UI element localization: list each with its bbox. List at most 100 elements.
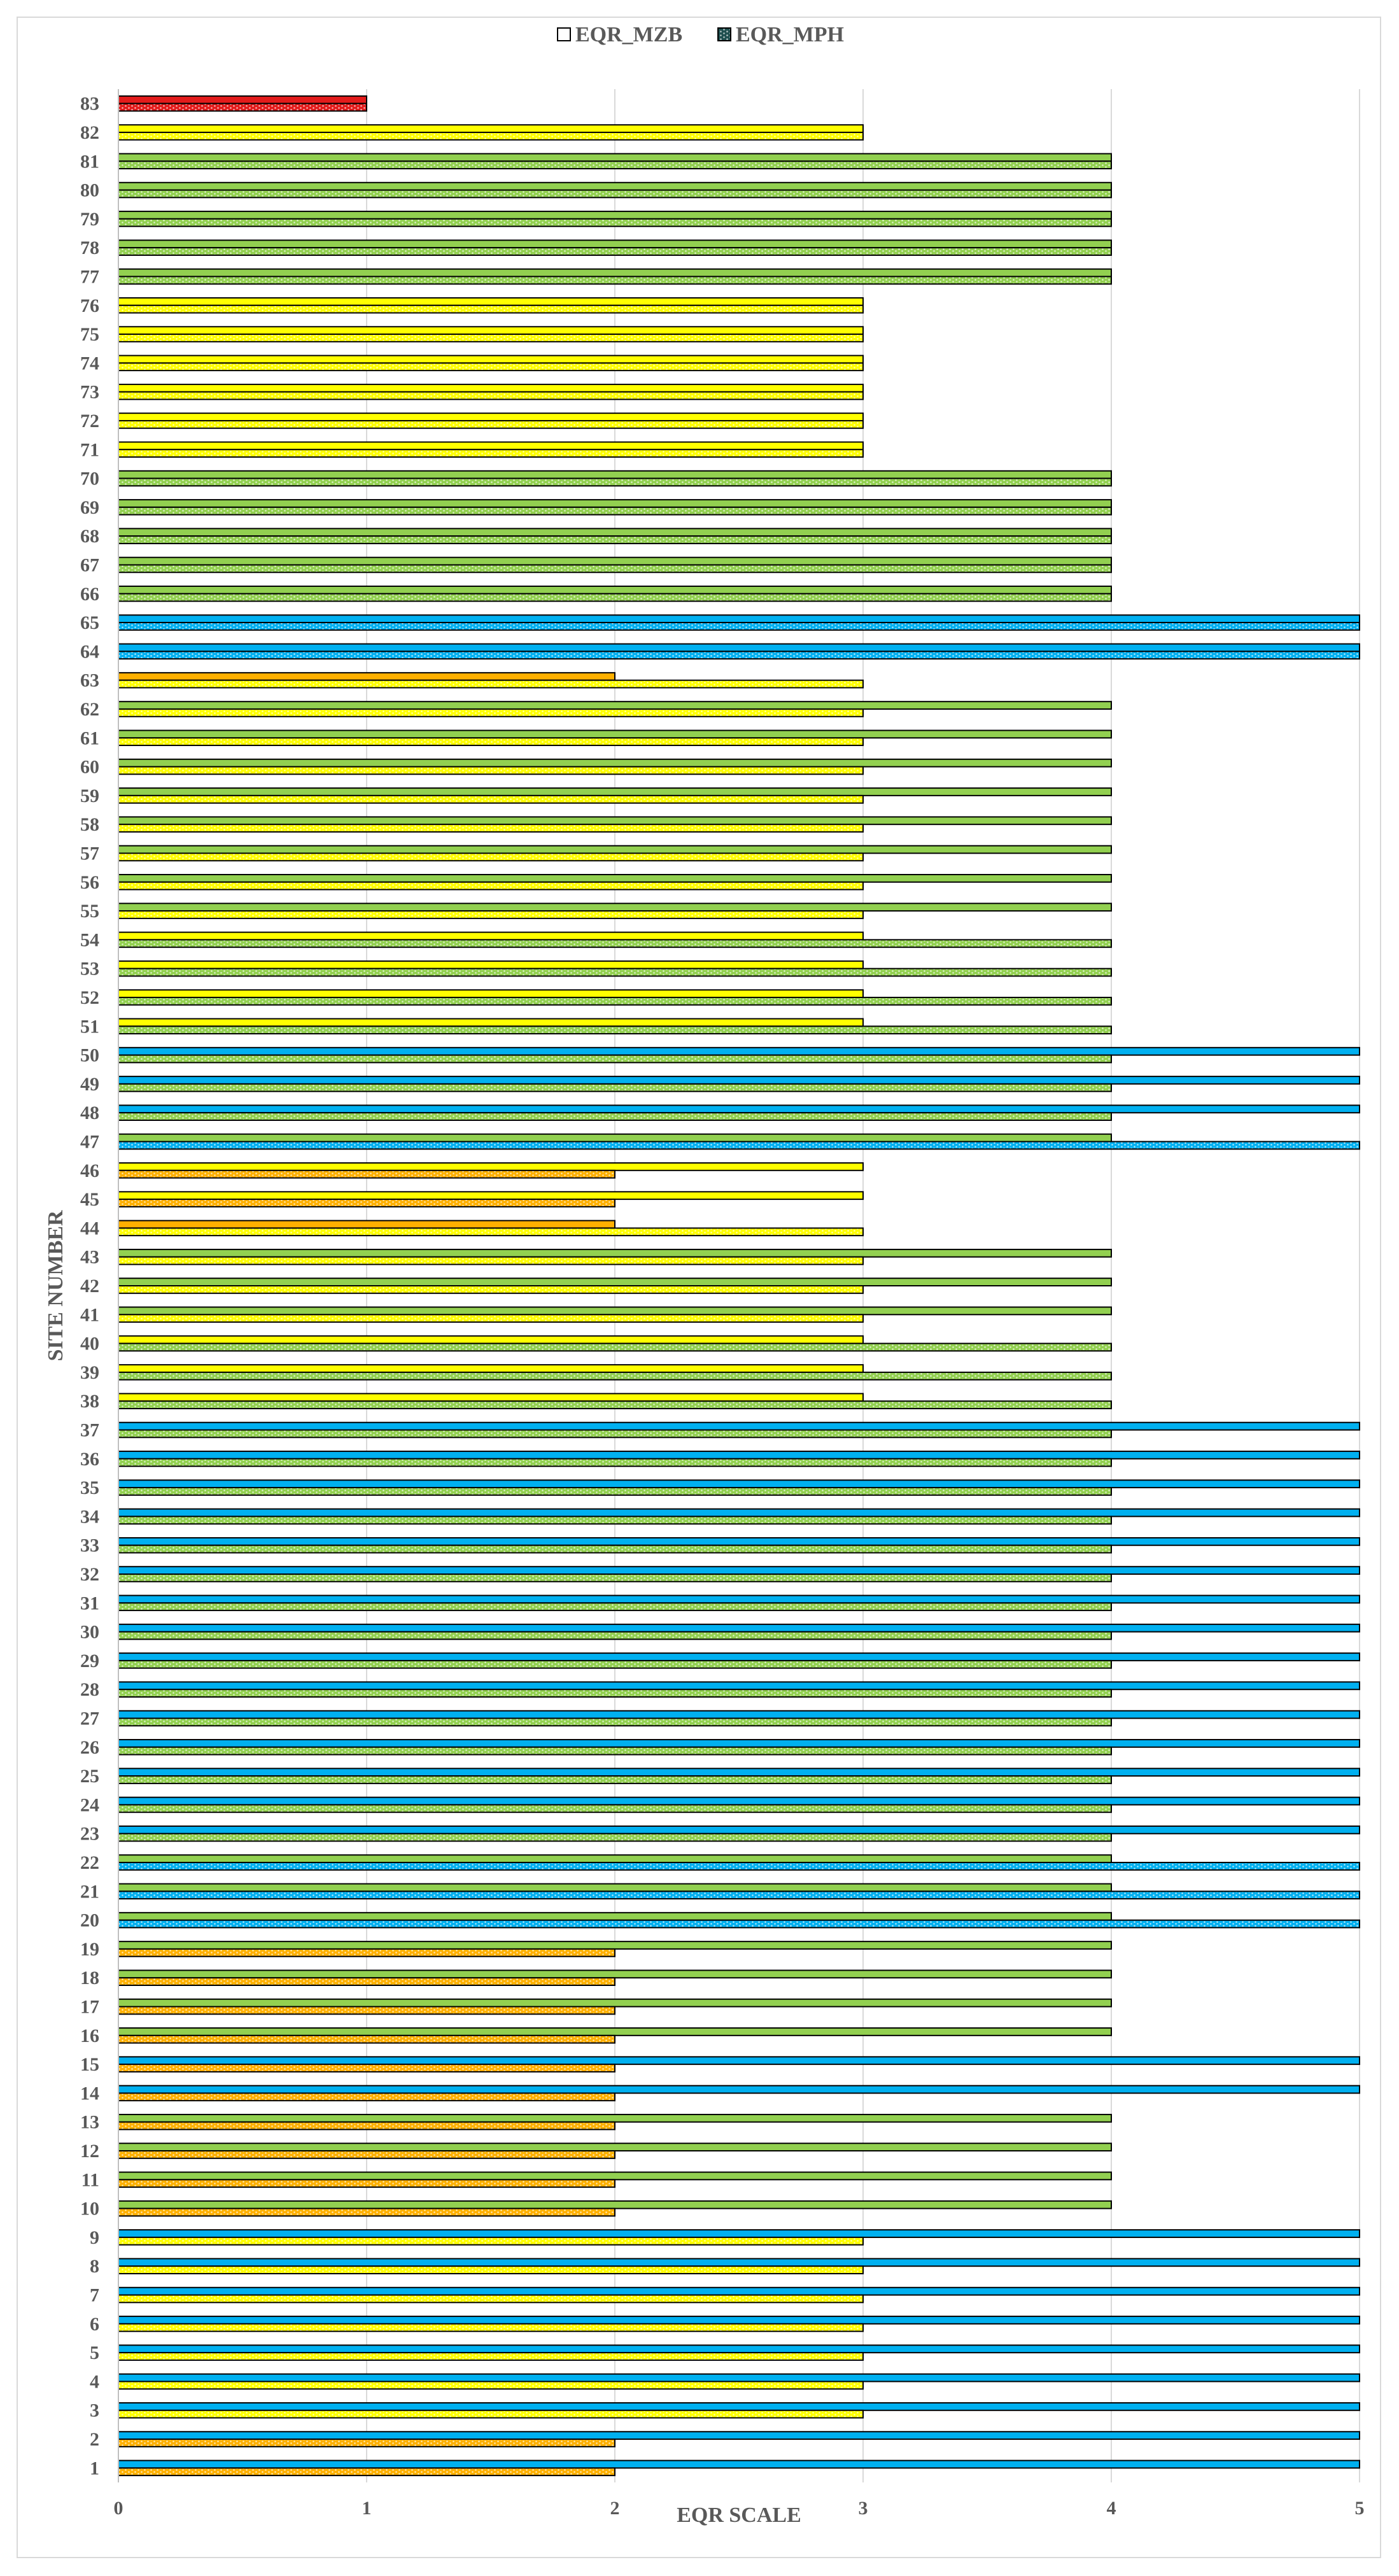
bar-eqr-mph-site-44 <box>118 1228 863 1235</box>
y-tick-label: 80 <box>80 180 99 201</box>
bar-eqr-mzb-site-31 <box>118 1596 1360 1603</box>
bar-eqr-mph-dots <box>118 2064 615 2072</box>
bar-eqr-mzb-site-75 <box>118 327 863 334</box>
bar-eqr-mph-site-30 <box>118 1632 1111 1640</box>
bar-eqr-mph-dots <box>118 1141 1360 1149</box>
legend-label: EQR_MZB <box>575 23 682 46</box>
bar-eqr-mzb-site-69 <box>118 500 1111 507</box>
bar-eqr-mph-site-77 <box>118 276 1111 284</box>
bar-eqr-mzb-site-63 <box>118 673 615 680</box>
bar-eqr-mph-dots <box>118 1516 1111 1524</box>
y-tick-label: 29 <box>80 1650 99 1672</box>
bar-eqr-mph-dots <box>118 2093 615 2101</box>
bar-eqr-mzb-site-19 <box>118 1941 1111 1949</box>
y-tick-label: 65 <box>80 612 99 633</box>
bar-eqr-mph-site-32 <box>118 1574 1111 1582</box>
bar-eqr-mzb-site-48 <box>118 1105 1360 1113</box>
y-tick-label: 62 <box>80 699 99 720</box>
y-tick-label: 10 <box>80 2199 99 2220</box>
bar-eqr-mph-dots <box>118 2209 615 2216</box>
bar-eqr-mph-site-6 <box>118 2324 863 2332</box>
bar-eqr-mzb-site-68 <box>118 528 1111 536</box>
y-tick-label: 74 <box>80 353 99 374</box>
y-tick-label: 27 <box>80 1708 99 1729</box>
bar-eqr-mph-site-33 <box>118 1545 1111 1553</box>
bar-eqr-mph-dots <box>118 1862 1360 1870</box>
bar-eqr-mph-site-69 <box>118 507 1111 515</box>
bar-eqr-mph-site-72 <box>118 421 863 428</box>
bar-eqr-mzb-site-32 <box>118 1566 1360 1574</box>
bar-eqr-mph-dots <box>118 911 863 918</box>
bar-eqr-mzb-site-78 <box>118 240 1111 248</box>
bar-eqr-mzb-site-62 <box>118 701 1111 709</box>
y-tick-label: 60 <box>80 757 99 778</box>
x-axis-title: EQR SCALE <box>677 2503 801 2527</box>
bar-eqr-mph-site-79 <box>118 219 1111 227</box>
bar-eqr-mph-dots <box>118 1286 863 1293</box>
y-tick-label: 58 <box>80 814 99 835</box>
bar-eqr-mph-dots <box>118 738 863 745</box>
bar-eqr-mph-dots <box>118 2266 863 2274</box>
bar-eqr-mph-dots <box>118 2439 615 2447</box>
y-tick-label: 81 <box>80 151 99 172</box>
bar-eqr-mph-dots <box>118 969 1111 976</box>
y-tick-label: 54 <box>80 929 99 950</box>
bar-eqr-mph-dots <box>118 449 863 457</box>
bar-eqr-mzb-site-77 <box>118 269 1111 277</box>
bar-eqr-mph-dots <box>118 796 863 803</box>
bar-eqr-mph-site-40 <box>118 1344 1111 1351</box>
bar-eqr-mph-dots <box>118 219 1111 227</box>
legend-swatch-dots <box>718 28 731 41</box>
y-tick-label: 36 <box>80 1449 99 1470</box>
y-tick-label: 73 <box>80 382 99 403</box>
y-tick-label: 43 <box>80 1247 99 1268</box>
bar-eqr-mph-dots <box>118 1776 1111 1784</box>
y-tick-label: 5 <box>90 2342 99 2363</box>
bar-eqr-mph-dots <box>118 2151 615 2158</box>
bar-eqr-mph-site-16 <box>118 2036 615 2043</box>
y-tick-label: 15 <box>80 2054 99 2075</box>
y-tick-label: 33 <box>80 1535 99 1556</box>
bar-eqr-mph-dots <box>118 479 1111 486</box>
bar-eqr-mph-site-46 <box>118 1171 615 1178</box>
bar-eqr-mzb-site-39 <box>118 1365 863 1372</box>
bar-eqr-mzb-site-73 <box>118 384 863 392</box>
bar-eqr-mph-dots <box>118 536 1111 544</box>
bar-eqr-mph-site-64 <box>118 651 1360 659</box>
bar-eqr-mph-dots <box>118 1920 1360 1928</box>
bar-eqr-mph-site-42 <box>118 1286 863 1293</box>
bar-eqr-mzb-site-76 <box>118 298 863 306</box>
y-tick-label: 11 <box>81 2169 99 2190</box>
bar-eqr-mph-dots <box>118 1055 1111 1063</box>
y-tick-label: 18 <box>80 1967 99 1988</box>
bar-eqr-mph-site-20 <box>118 1920 1360 1928</box>
y-tick-label: 21 <box>80 1881 99 1902</box>
y-tick-label: 59 <box>80 785 99 806</box>
bar-eqr-mph-dots <box>118 651 1360 659</box>
bar-eqr-mzb-site-65 <box>118 615 1360 623</box>
bar-eqr-mph-site-65 <box>118 623 1360 630</box>
bar-eqr-mph-site-80 <box>118 190 1111 198</box>
bar-eqr-mph-site-60 <box>118 767 863 775</box>
bar-eqr-mzb-site-23 <box>118 1826 1360 1834</box>
bar-eqr-mph-site-19 <box>118 1949 615 1957</box>
bar-eqr-mph-site-71 <box>118 449 863 457</box>
bar-eqr-mph-dots <box>118 1199 615 1207</box>
bar-eqr-mzb-site-9 <box>118 2230 1360 2237</box>
y-tick-label: 71 <box>80 439 99 460</box>
bar-eqr-mzb-site-15 <box>118 2057 1360 2064</box>
bar-eqr-mph-site-81 <box>118 161 1111 169</box>
bar-eqr-mzb-site-47 <box>118 1134 1111 1142</box>
bar-eqr-mph-site-1 <box>118 2468 615 2475</box>
bar-eqr-mph-dots <box>118 1719 1111 1726</box>
bar-eqr-mph-dots <box>118 2122 615 2130</box>
bars <box>118 96 1360 2475</box>
bar-eqr-mzb-site-13 <box>118 2115 1111 2122</box>
bar-eqr-mph-dots <box>118 1401 1111 1409</box>
bar-eqr-mzb-site-22 <box>118 1855 1111 1862</box>
bar-eqr-mzb-site-12 <box>118 2143 1111 2151</box>
y-tick-label: 57 <box>80 843 99 864</box>
bar-eqr-mph-site-55 <box>118 911 863 918</box>
bar-eqr-mph-site-57 <box>118 853 863 861</box>
bar-eqr-mph-site-27 <box>118 1719 1111 1726</box>
